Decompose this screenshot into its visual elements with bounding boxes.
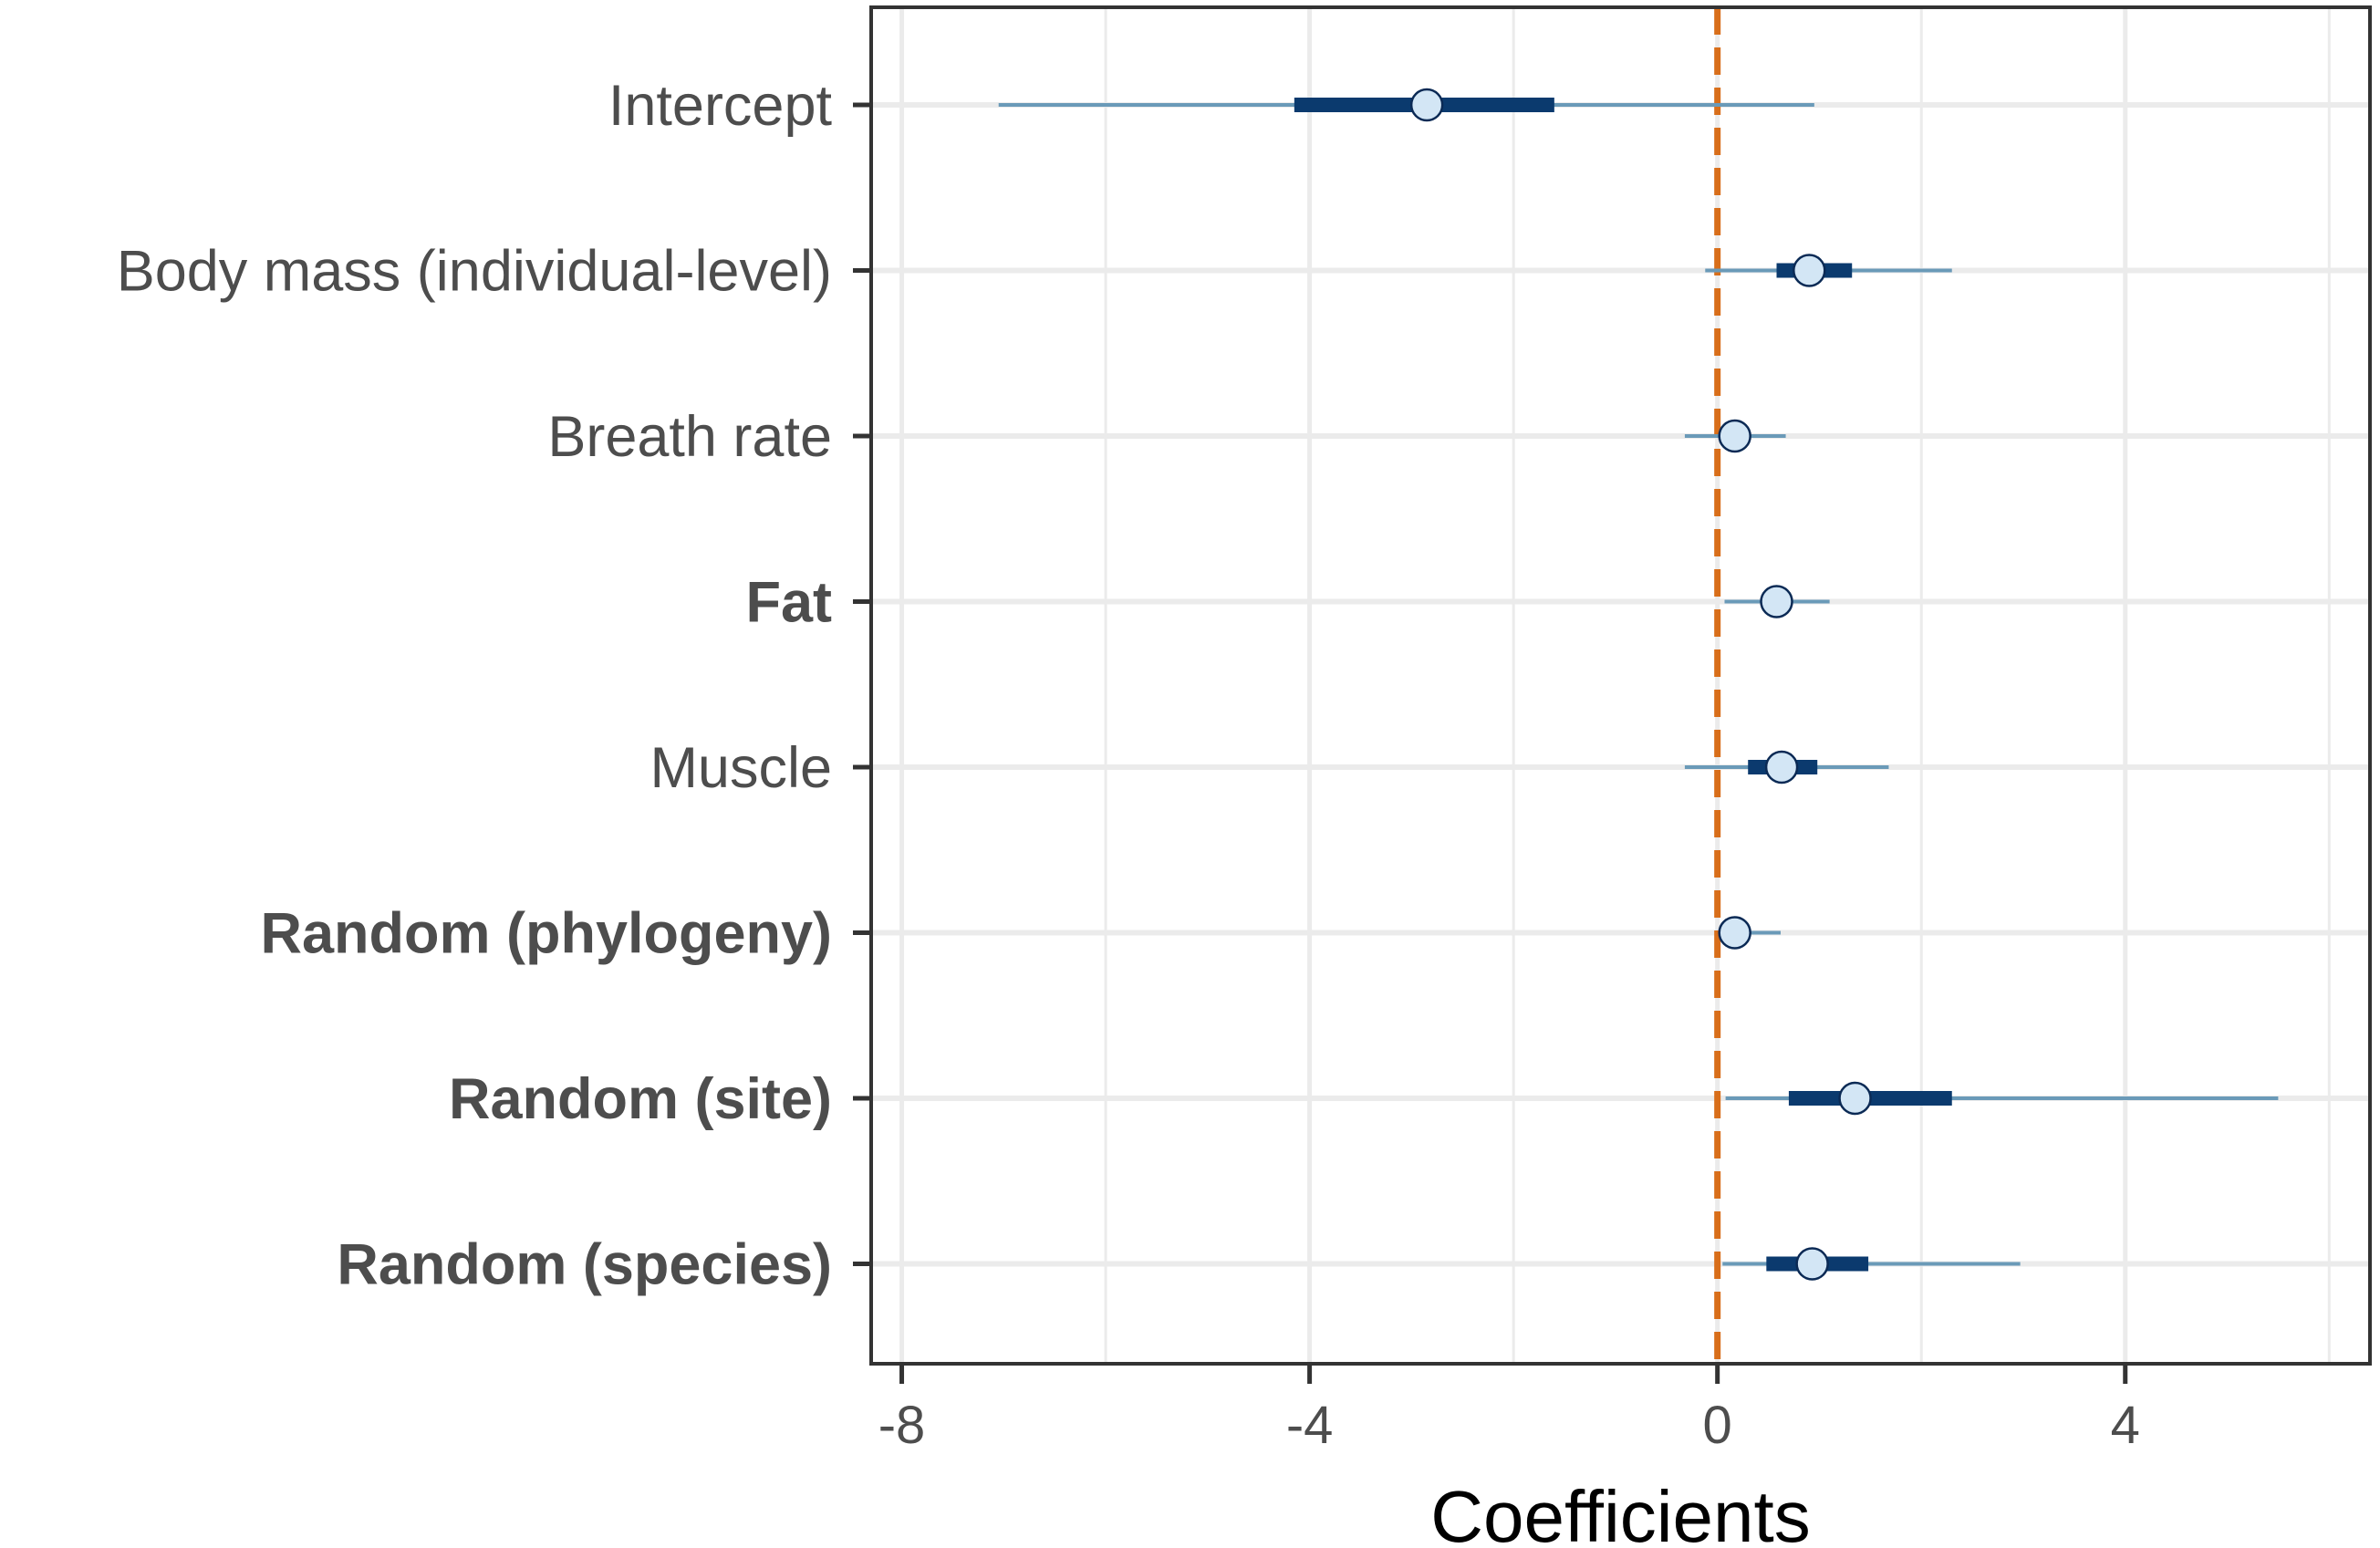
point-estimate [1793,254,1826,287]
point-estimate [1764,750,1799,784]
y-tick-label: Body mass (individual-level) [117,240,832,304]
term-interval-group [998,88,1814,122]
term-interval-group [1684,419,1786,453]
x-tick-label: 0 [1703,1396,1732,1455]
point-estimate [1795,1247,1829,1281]
y-tick-label: Muscle [650,736,832,800]
intervals-layer [998,88,2279,1281]
term-interval-group [1725,1081,2279,1116]
point-estimate [1718,916,1751,950]
y-tick-label: Breath rate [547,405,832,469]
term-interval-group [1705,254,1952,287]
term-interval-group [1722,1247,2021,1281]
point-estimate [1409,88,1444,122]
panel-border [869,5,2372,1366]
point-estimate [1838,1081,1872,1116]
y-tick-label: Intercept [608,74,833,138]
term-interval-group [1724,585,1830,618]
x-tick-label: 4 [2111,1396,2140,1455]
point-estimate [1718,419,1751,453]
x-tick-label: -8 [878,1396,926,1455]
grid-layer [871,7,2370,1364]
term-interval-group [1684,750,1889,784]
x-axis-title: Coefficients [1430,1476,1811,1548]
y-tick-label: Fat [746,571,833,635]
y-tick-label: Random (phylogeny) [261,902,833,966]
point-estimate [1760,585,1793,618]
x-tick-label: -4 [1286,1396,1334,1455]
y-tick-label: Random (site) [449,1067,832,1131]
axis-layer: Intercept Body mass (individual-level) Bre… [117,74,2140,1455]
y-tick-label: Random (species) [337,1233,832,1297]
term-interval-group [1718,916,1781,950]
